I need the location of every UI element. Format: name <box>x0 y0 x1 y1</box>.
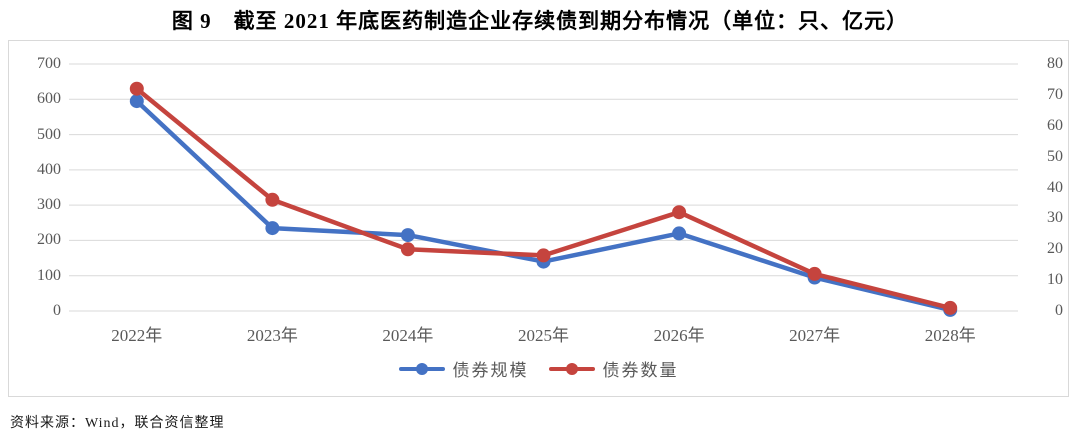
y-axis-left-tick: 0 <box>53 302 61 319</box>
chart-title: 图 9 截至 2021 年底医药制造企业存续债到期分布情况（单位：只、亿元） <box>171 9 909 33</box>
x-axis-tick: 2023年 <box>246 326 298 345</box>
x-axis-tick: 2026年 <box>653 326 705 345</box>
y-axis-left-tick: 300 <box>37 196 61 214</box>
y-axis-left-tick: 200 <box>37 231 61 249</box>
x-axis-tick: 2022年 <box>111 326 163 345</box>
y-axis-right-tick: 0 <box>1055 302 1063 319</box>
y-axis-right-tick: 20 <box>1047 240 1063 258</box>
y-axis-right-tick: 50 <box>1047 147 1063 165</box>
y-axis-right-tick: 80 <box>1047 55 1063 72</box>
y-axis-right-tick: 40 <box>1047 178 1063 196</box>
legend-label: 债券数量 <box>602 361 679 380</box>
y-axis-right-tick: 10 <box>1047 271 1063 289</box>
legend: 债券规模 债券数量 <box>398 356 679 381</box>
line-dot-marker-icon <box>548 362 595 375</box>
source-note: 资料来源：Wind，联合资信整理 <box>10 416 225 431</box>
y-axis-left-tick: 700 <box>37 55 61 72</box>
legend-item-bond-count: 债券数量 <box>548 356 679 381</box>
y-axis-right-tick: 30 <box>1047 209 1063 227</box>
x-axis-tick: 2028年 <box>924 326 976 345</box>
legend-label: 债券规模 <box>452 361 529 380</box>
y-axis-left-tick: 500 <box>37 125 61 143</box>
y-axis-left-tick: 400 <box>37 160 61 178</box>
legend-item-bond-scale: 债券规模 <box>398 356 529 381</box>
y-axis-right-tick: 60 <box>1047 116 1063 134</box>
line-dot-marker-icon <box>398 362 445 375</box>
y-axis-right-tick: 70 <box>1047 85 1063 103</box>
line-chart: 700 600 500 400 300 200 100 0 80 70 60 50 40 30 20 10 0… <box>8 40 1069 397</box>
plot-area <box>69 63 1018 317</box>
x-axis-tick: 2027年 <box>789 326 841 345</box>
y-axis-left-tick: 600 <box>37 90 61 108</box>
x-axis-tick: 2025年 <box>518 326 569 345</box>
x-axis-tick: 2024年 <box>382 326 434 345</box>
y-axis-left-tick: 100 <box>37 266 61 284</box>
